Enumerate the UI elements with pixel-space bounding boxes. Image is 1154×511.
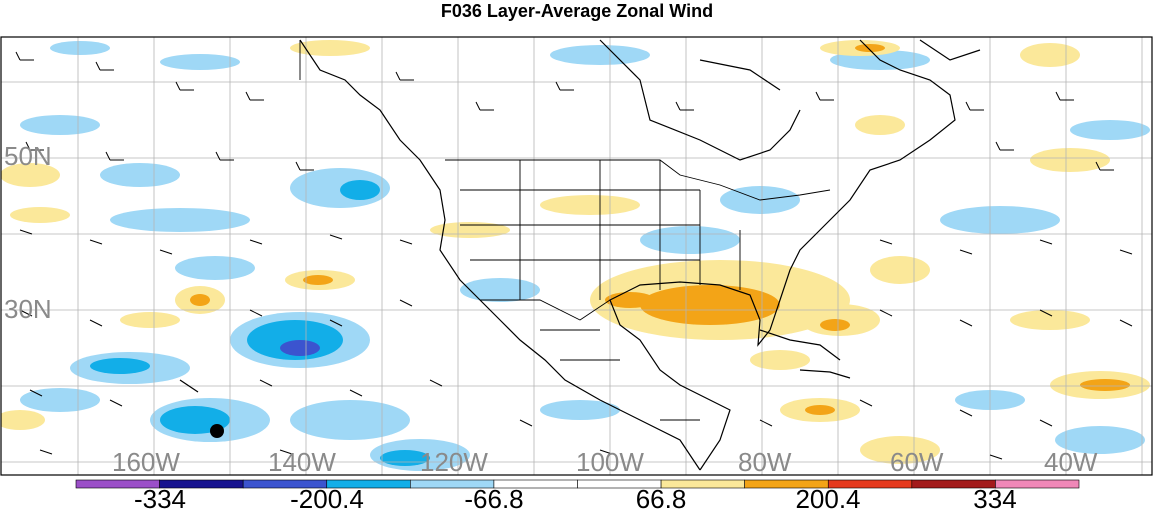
lat-label-50n: 50N bbox=[4, 141, 52, 171]
colorbar-label-334: 334 bbox=[973, 484, 1016, 511]
station-dot-marker bbox=[210, 424, 224, 438]
lon-label-60w: 60W bbox=[890, 447, 944, 477]
coastlines bbox=[179, 39, 981, 471]
lon-label-160w: 160W bbox=[112, 447, 180, 477]
colorbar-swatch-11 bbox=[995, 479, 1080, 489]
map-frame bbox=[0, 36, 1153, 476]
colorbar-label-neg200: -200.4 bbox=[290, 484, 364, 511]
lon-label-40w: 40W bbox=[1044, 447, 1098, 477]
colorbar-labels: -334 -200.4 -66.8 66.8 200.4 334 bbox=[134, 484, 1017, 511]
graticule bbox=[1, 37, 1152, 475]
negative-wind-shading bbox=[20, 41, 1150, 471]
colorbar-label-neg334: -334 bbox=[134, 484, 186, 511]
colorbar-label-200: 200.4 bbox=[795, 484, 860, 511]
colorbar-label-neg67: -66.8 bbox=[464, 484, 523, 511]
lon-label-120w: 120W bbox=[420, 447, 488, 477]
colorbar-label-67: 66.8 bbox=[636, 484, 687, 511]
lon-label-100w: 100W bbox=[576, 447, 644, 477]
colorbar bbox=[75, 479, 1080, 489]
lon-label-140w: 140W bbox=[268, 447, 336, 477]
map-title: F036 Layer-Average Zonal Wind bbox=[440, 1, 714, 21]
lat-label-30n: 30N bbox=[4, 294, 52, 324]
map-plot-area: 50N 30N 160W 140W 120W 100W 80W 60W 40W bbox=[1, 37, 1152, 477]
positive-wind-shading bbox=[1, 40, 1150, 464]
political-borders bbox=[299, 40, 831, 421]
wind-barbs bbox=[15, 51, 1133, 460]
lon-label-80w: 80W bbox=[738, 447, 792, 477]
